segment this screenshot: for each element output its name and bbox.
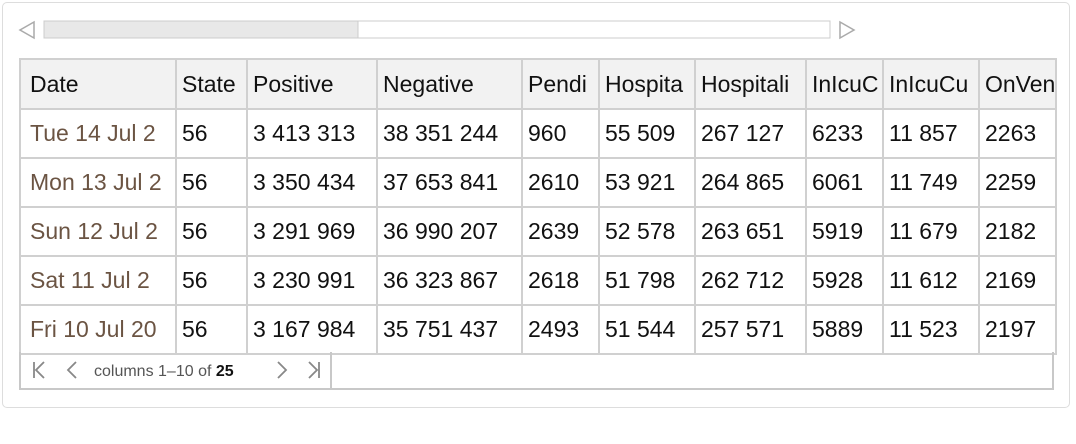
next-page[interactable] [277, 361, 288, 379]
last-page[interactable] [308, 361, 320, 379]
scroll-right[interactable] [839, 20, 856, 40]
column-header: Hospita [598, 58, 696, 110]
column-header: State [175, 58, 248, 110]
column-header: Hospitali [694, 58, 807, 110]
date-cell: Sat 11 Jul 2 [19, 255, 177, 306]
value-cell: 5919 [805, 206, 884, 257]
value-cell: 56 [175, 206, 248, 257]
value-cell: 2639 [521, 206, 600, 257]
scrollbar [18, 20, 856, 40]
value-cell: 2610 [521, 157, 600, 208]
value-cell: 3 350 434 [246, 157, 378, 208]
pager-total: 25 [215, 363, 234, 380]
scroll-thumb[interactable] [43, 20, 359, 39]
column-header: Date [19, 58, 177, 110]
pager-icons [33, 352, 332, 388]
date-cell: Tue 14 Jul 2 [19, 108, 177, 159]
value-cell: 267 127 [694, 108, 807, 159]
column-header: OnVen [977, 58, 1058, 110]
value-cell: 53 921 [598, 157, 696, 208]
value-cell: 257 571 [694, 304, 807, 355]
value-cell: 52 578 [598, 206, 696, 257]
value-cell: 55 509 [598, 108, 696, 159]
value-cell: 960 [521, 108, 600, 159]
value-cell: 56 [175, 255, 248, 306]
table-body: Tue 14 Jul 2 56 3 413 313 38 351 244 960 55 5… [19, 108, 1058, 355]
pager-text: columns 1–10 of [94, 363, 212, 380]
value-cell: 11 612 [882, 255, 980, 306]
table-row: Tue 14 Jul 2 56 3 413 313 38 351 244 960 55 5… [19, 108, 1058, 159]
prev-page[interactable] [66, 361, 77, 379]
table-row: Sun 12 Jul 2 56 3 291 969 36 990 207 2639 52 … [19, 206, 1058, 257]
value-cell: 3 413 313 [246, 108, 378, 159]
column-header: InIcuCu [882, 58, 980, 110]
value-cell: 37 653 841 [376, 157, 523, 208]
pager-label: columns 1–10 of 25 [94, 363, 234, 381]
value-cell: 2197 [977, 304, 1058, 355]
date-cell: Mon 13 Jul 2 [19, 157, 177, 208]
data-table: Date State Positive Negative Pendi Hospita Hos… [19, 58, 1058, 355]
value-cell: 36 323 867 [376, 255, 523, 306]
table-row: Mon 13 Jul 2 56 3 350 434 37 653 841 2610 53 … [19, 157, 1058, 208]
value-cell: 6061 [805, 157, 884, 208]
first-page[interactable] [33, 361, 45, 379]
value-cell: 51 544 [598, 304, 696, 355]
header-row: Date State Positive Negative Pendi Hospita Hos… [19, 58, 1058, 110]
value-cell: 38 351 244 [376, 108, 523, 159]
value-cell: 11 523 [882, 304, 980, 355]
column-header: Positive [246, 58, 378, 110]
value-cell: 5889 [805, 304, 884, 355]
value-cell: 36 990 207 [376, 206, 523, 257]
table-row: Fri 10 Jul 20 56 3 167 984 35 751 437 2493 51… [19, 304, 1058, 355]
column-header: InIcuC [805, 58, 884, 110]
value-cell: 2182 [977, 206, 1058, 257]
value-cell: 262 712 [694, 255, 807, 306]
column-header: Pendi [521, 58, 600, 110]
value-cell: 2493 [521, 304, 600, 355]
value-cell: 11 679 [882, 206, 980, 257]
date-cell: Fri 10 Jul 20 [19, 304, 177, 355]
scroll-left[interactable] [18, 20, 35, 40]
value-cell: 11 857 [882, 108, 980, 159]
table-row: Sat 11 Jul 2 56 3 230 991 36 323 867 2618 51 … [19, 255, 1058, 306]
value-cell: 35 751 437 [376, 304, 523, 355]
column-header: Negative [376, 58, 523, 110]
pager: columns 1–10 of 25 [19, 352, 1054, 390]
value-cell: 56 [175, 304, 248, 355]
frame [2, 2, 1070, 408]
value-cell: 56 [175, 108, 248, 159]
value-cell: 3 167 984 [246, 304, 378, 355]
value-cell: 6233 [805, 108, 884, 159]
value-cell: 264 865 [694, 157, 807, 208]
value-cell: 51 798 [598, 255, 696, 306]
date-cell: Sun 12 Jul 2 [19, 206, 177, 257]
value-cell: 2618 [521, 255, 600, 306]
value-cell: 2169 [977, 255, 1058, 306]
value-cell: 263 651 [694, 206, 807, 257]
value-cell: 2263 [977, 108, 1058, 159]
value-cell: 11 749 [882, 157, 980, 208]
value-cell: 3 291 969 [246, 206, 378, 257]
value-cell: 5928 [805, 255, 884, 306]
value-cell: 56 [175, 157, 248, 208]
value-cell: 2259 [977, 157, 1058, 208]
value-cell: 3 230 991 [246, 255, 378, 306]
